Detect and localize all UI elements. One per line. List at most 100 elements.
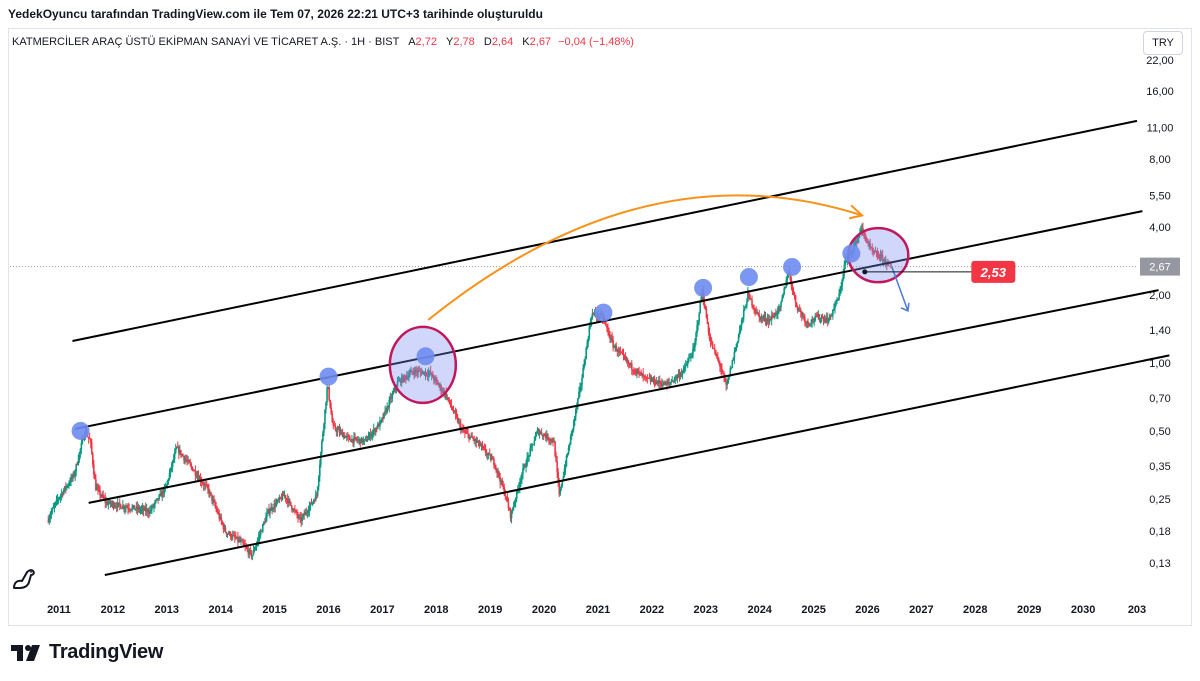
candle-body xyxy=(861,228,863,231)
candle-body xyxy=(642,373,644,376)
candle-body xyxy=(578,391,580,399)
x-tick-label: 2012 xyxy=(101,604,125,616)
candle xyxy=(820,314,823,323)
candle-body xyxy=(714,350,717,356)
candle-body xyxy=(585,348,587,360)
price-axis[interactable]: 22,0016,0011,008,005,504,002,802,001,401… xyxy=(1146,55,1174,570)
candle xyxy=(215,501,217,513)
candle xyxy=(832,309,834,320)
candle-body xyxy=(525,465,527,468)
candle-body xyxy=(777,307,779,314)
candle xyxy=(352,438,354,447)
x-tick-label: 2029 xyxy=(1017,604,1041,616)
candle xyxy=(361,437,364,446)
candle-body xyxy=(870,247,873,249)
candle-body xyxy=(349,436,351,440)
candle-body xyxy=(124,507,126,509)
candle-body xyxy=(479,445,482,447)
candle-body xyxy=(792,290,795,293)
candle-body xyxy=(167,479,170,481)
candle-body xyxy=(102,494,104,498)
candle xyxy=(248,547,251,559)
candle xyxy=(159,489,161,497)
candle-body xyxy=(252,550,255,555)
candle xyxy=(634,368,636,376)
candle xyxy=(528,454,530,462)
candle xyxy=(277,497,280,503)
y-tick-label: 1,00 xyxy=(1149,358,1170,370)
candle-body xyxy=(764,316,767,321)
candle xyxy=(664,380,666,386)
candle-body xyxy=(704,307,707,310)
candle-body xyxy=(374,428,377,433)
candle xyxy=(358,437,360,445)
candle xyxy=(521,472,523,485)
candle-body xyxy=(263,522,265,525)
candle xyxy=(735,343,738,352)
candlestick-series xyxy=(47,222,892,561)
candle xyxy=(69,477,71,487)
candle-body xyxy=(181,454,183,456)
candle xyxy=(407,371,409,381)
candle-body xyxy=(355,437,357,440)
candle-body xyxy=(425,372,428,375)
candle xyxy=(803,312,805,321)
candle-body xyxy=(557,472,559,483)
candle-body xyxy=(284,495,287,499)
candle xyxy=(566,452,569,458)
candle-body xyxy=(91,453,94,465)
candle-body xyxy=(72,473,74,478)
candle-body xyxy=(468,434,470,440)
candle-body xyxy=(341,431,344,438)
symbol-name[interactable]: KATMERCİLER ARAÇ ÜSTÜ EKİPMAN SANAYİ VE … xyxy=(12,36,400,48)
candle-body xyxy=(469,436,471,440)
candle-body xyxy=(380,420,382,422)
candle-body xyxy=(805,322,807,324)
candle-body xyxy=(803,315,805,318)
candle xyxy=(284,494,287,503)
candle xyxy=(93,459,95,479)
candle-body xyxy=(383,412,385,419)
tradingview-logo[interactable]: TradingView xyxy=(11,641,163,664)
candle xyxy=(620,351,623,354)
candle-body xyxy=(802,315,804,317)
candle-body xyxy=(734,348,737,352)
candle-body xyxy=(213,499,215,502)
candle xyxy=(571,428,574,436)
candle-body xyxy=(808,323,810,325)
candle-body xyxy=(117,502,120,504)
candle xyxy=(359,438,362,448)
candle xyxy=(304,508,307,516)
candle-body xyxy=(832,309,834,316)
candle xyxy=(207,483,209,494)
candle-body xyxy=(537,429,540,435)
candle xyxy=(472,436,475,441)
candle-body xyxy=(291,505,293,510)
candle xyxy=(100,493,102,499)
candle-body xyxy=(197,475,200,480)
candle-body xyxy=(721,368,723,372)
candle xyxy=(717,351,719,362)
candle-body xyxy=(669,382,671,384)
candle xyxy=(458,418,461,430)
candle-body xyxy=(538,432,541,435)
candle xyxy=(470,432,472,438)
candle xyxy=(590,316,593,327)
candle-body xyxy=(122,505,124,509)
candle-body xyxy=(321,440,323,453)
candle xyxy=(633,367,635,375)
x-tick-label: 2022 xyxy=(640,604,664,616)
candle xyxy=(874,246,877,253)
candle xyxy=(335,427,338,437)
dinosaur-icon[interactable] xyxy=(10,564,38,597)
candle xyxy=(619,346,622,356)
candle xyxy=(292,508,294,513)
candle-body xyxy=(831,315,833,317)
candle xyxy=(650,375,653,383)
time-axis[interactable]: 2011 2012 2013 2014 2015 2016 2017 2018 2019 2020… xyxy=(47,604,1146,616)
currency-button[interactable]: TRY xyxy=(1143,31,1183,55)
candle-body xyxy=(446,397,449,399)
candle-body xyxy=(48,518,51,522)
candle-body xyxy=(256,540,259,545)
